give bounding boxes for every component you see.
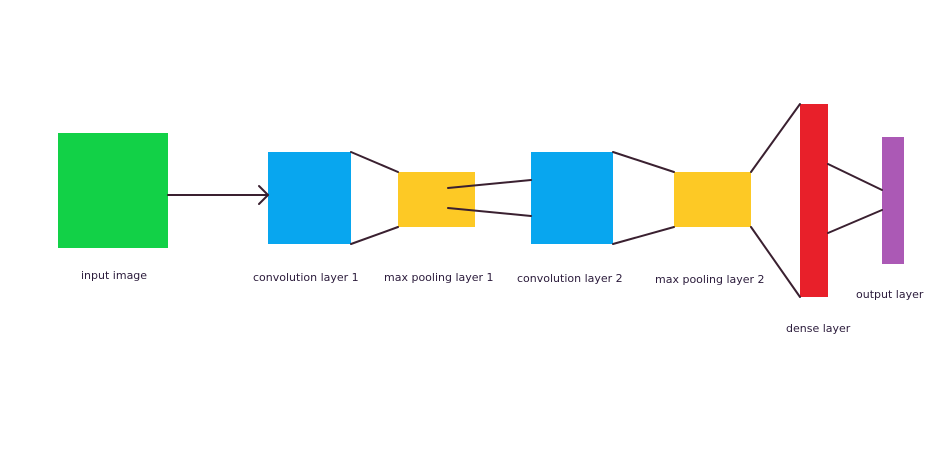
conv2-label: convolution layer 2 (517, 272, 623, 285)
pool2-dense-connector-bottom (750, 226, 801, 298)
pool1-label: max pooling layer 1 (384, 271, 494, 284)
conv1-pool1-connector-bottom (350, 226, 399, 245)
conv2-pool2-connector-top (612, 151, 675, 173)
connectors (167, 103, 883, 298)
dense-block (800, 104, 828, 297)
pool1-conv2-connector-bottom (447, 207, 532, 217)
conv2-block (531, 152, 613, 244)
output-label: output layer (856, 288, 924, 301)
input-image-block (58, 133, 168, 248)
conv1-pool1-connector-top (350, 151, 399, 173)
pool1-block (398, 172, 475, 227)
conv1-label: convolution layer 1 (253, 271, 359, 284)
dense-label: dense layer (786, 322, 851, 335)
output-block (882, 137, 904, 264)
input-image-label: input image (81, 269, 148, 282)
dense-output-connector-top (827, 163, 883, 191)
pool2-block (674, 172, 751, 227)
pool2-dense-connector-top (750, 103, 801, 173)
conv1-block (268, 152, 351, 244)
pool2-label: max pooling layer 2 (655, 273, 765, 286)
arrow-head (258, 185, 269, 205)
conv2-pool2-connector-bottom (612, 226, 675, 245)
dense-output-connector-bottom (827, 209, 883, 234)
pool1-conv2-connector-top (447, 179, 532, 189)
